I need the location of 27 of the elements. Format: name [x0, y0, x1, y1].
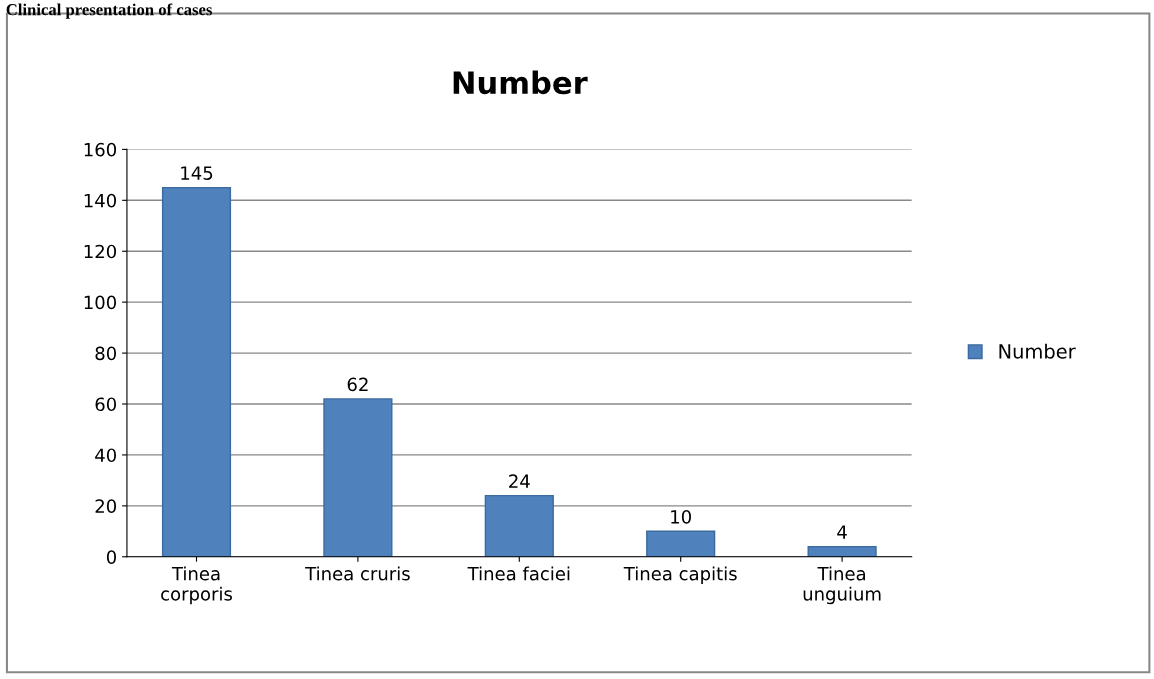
data-label: 62: [347, 377, 368, 392]
x-tick-label: Tinea unguium: [803, 566, 881, 605]
x-tick-label: Tinea faciei: [467, 566, 570, 581]
y-tick-label: 20: [95, 499, 117, 513]
legend-label: Number: [999, 343, 1076, 359]
chart-title: Number: [453, 70, 588, 95]
y-tick-label: 160: [84, 142, 117, 157]
bar: [161, 186, 232, 557]
x-tick-label: Tinea capitis: [623, 566, 737, 584]
bar: [646, 530, 716, 557]
y-tick-label: 80: [95, 346, 117, 361]
y-tick-label: 140: [84, 193, 117, 208]
y-tick-label: 100: [84, 295, 117, 310]
data-label: 4: [837, 525, 847, 539]
y-tick-label: 40: [95, 448, 117, 463]
x-tick-label: Tinea cruris: [305, 566, 410, 581]
data-label: 24: [509, 474, 530, 488]
y-tick-label: 0: [106, 550, 117, 564]
y-tick-label: 120: [84, 244, 117, 259]
bar: [323, 398, 393, 557]
data-label: 145: [181, 166, 213, 180]
y-tick-label: 60: [95, 397, 117, 412]
bar: [484, 494, 554, 557]
bar: [807, 545, 877, 557]
x-tick-label: Tinea corporis: [161, 566, 232, 605]
text: Clinical presentation of cases: [6, 3, 212, 19]
data-label: 10: [671, 510, 691, 524]
